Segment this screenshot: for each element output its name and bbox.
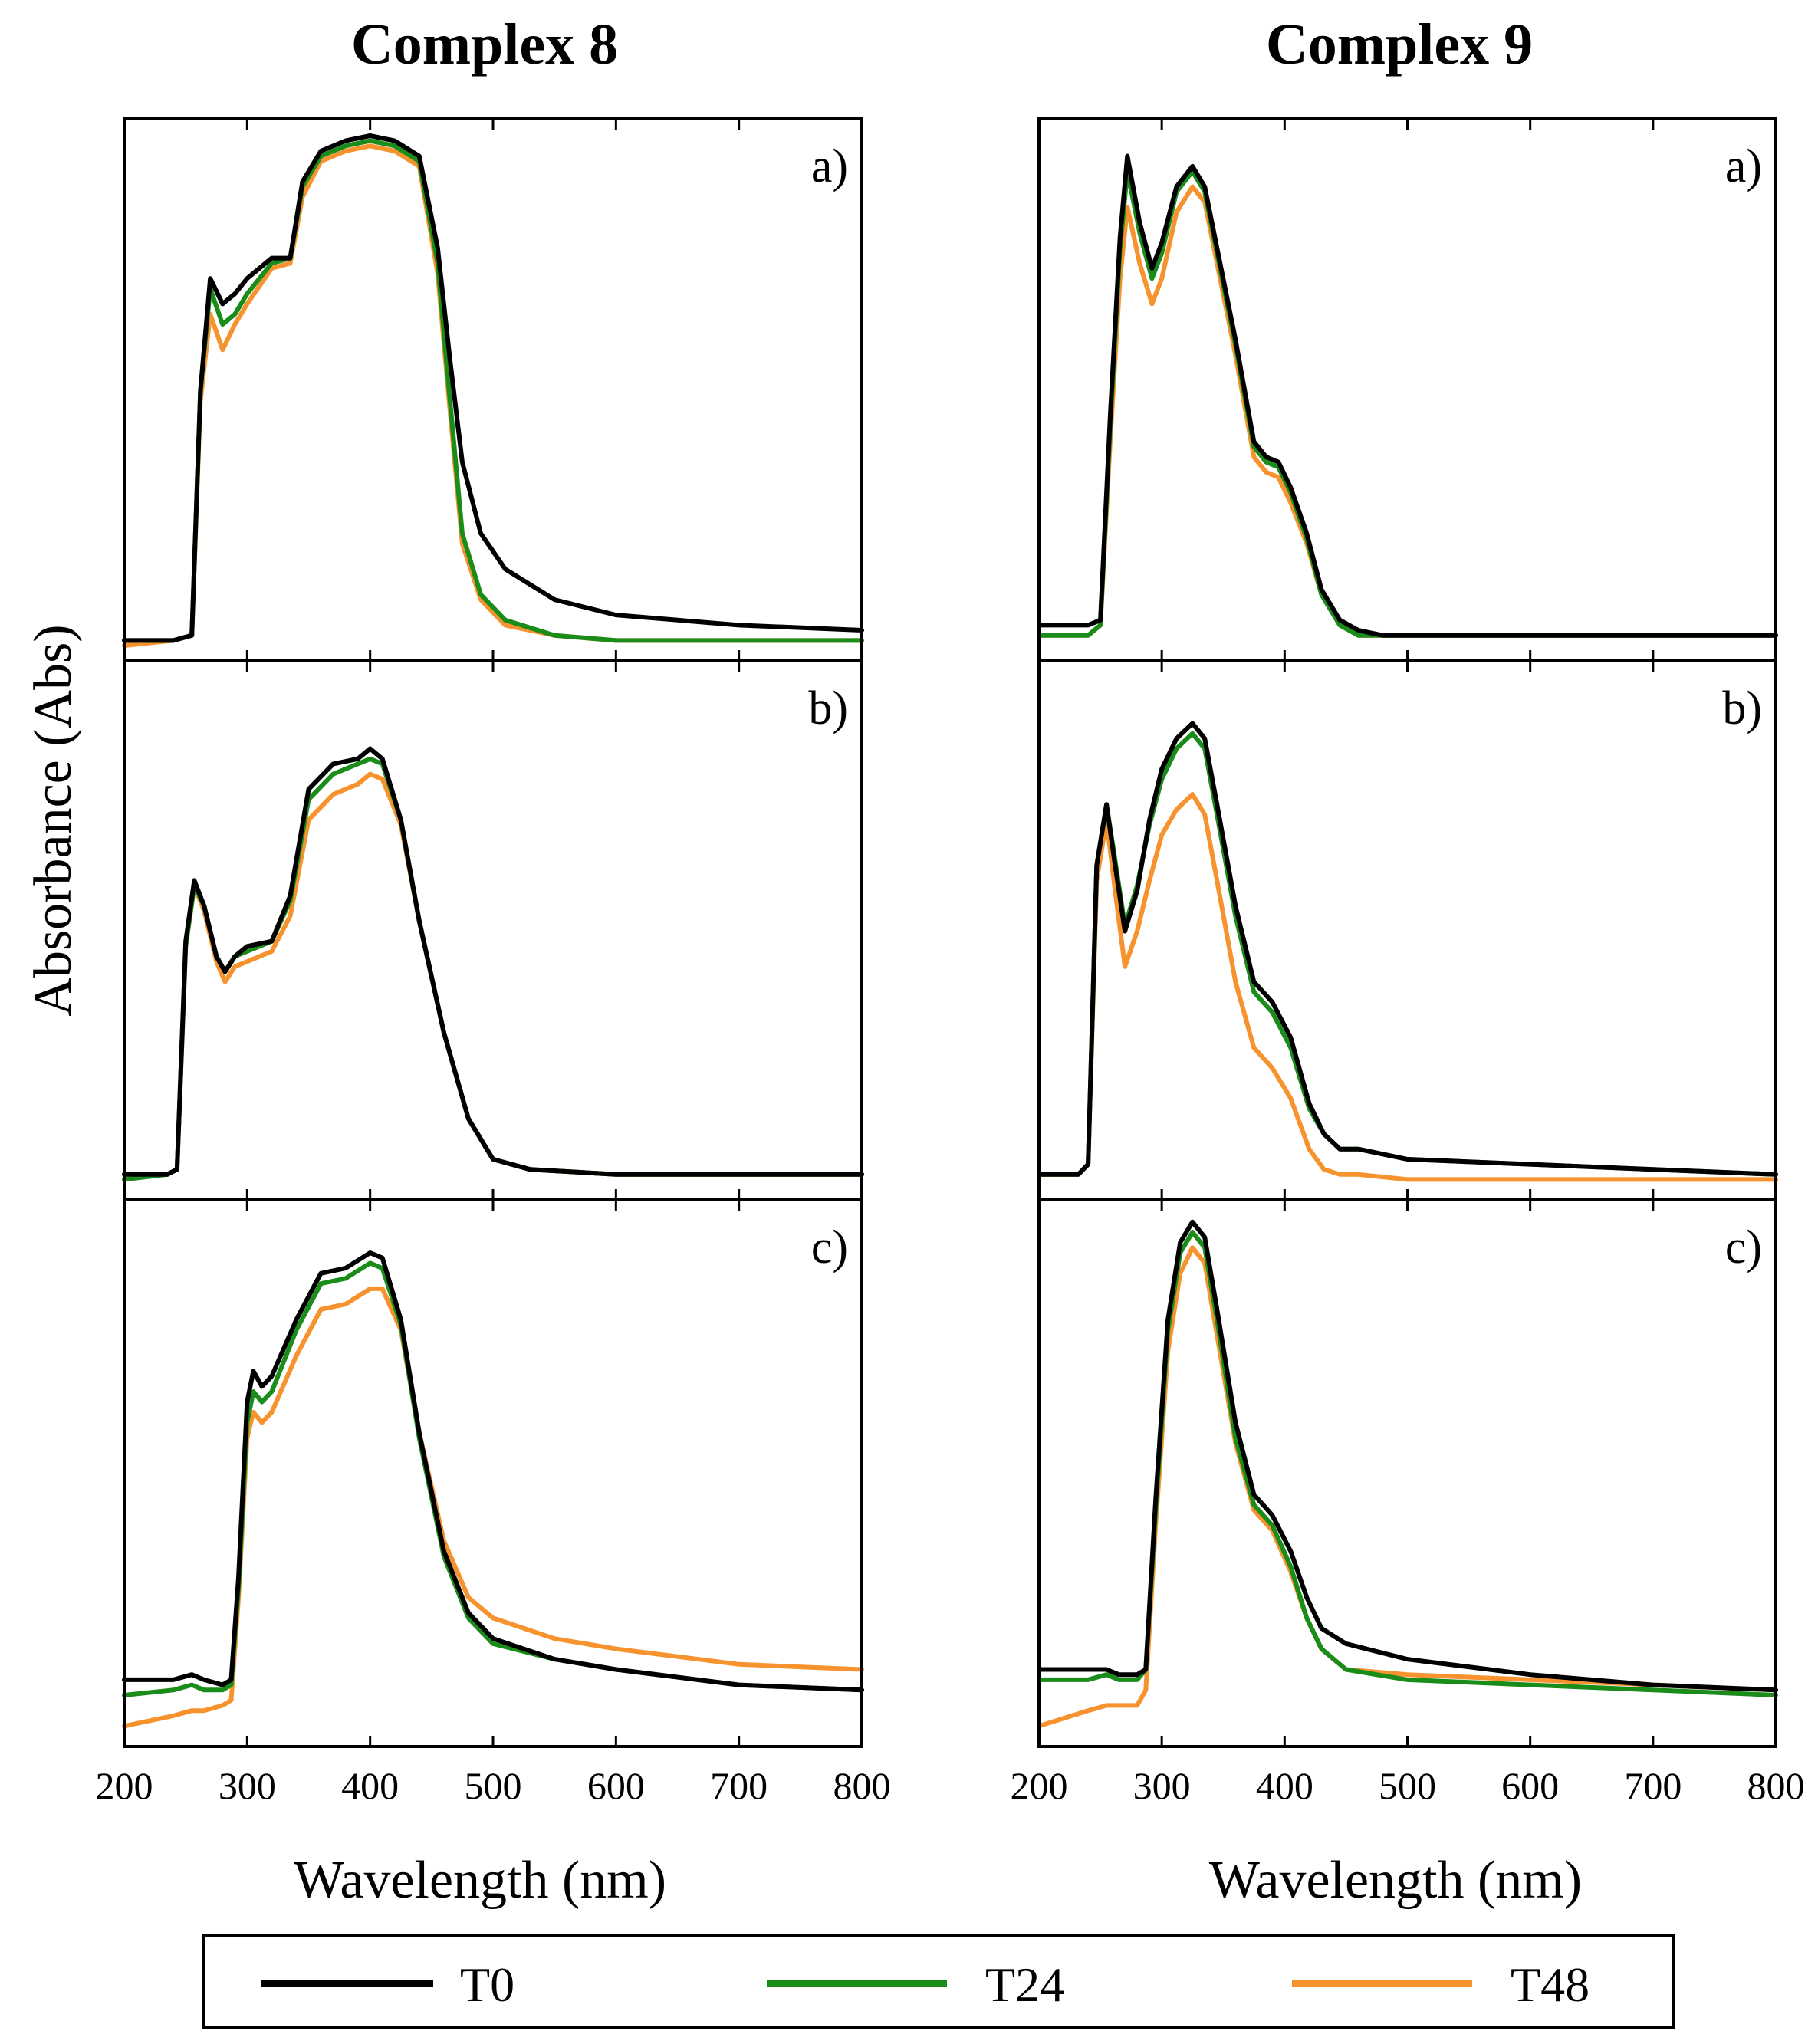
x-tick-label-200-complex-8-c: 200 [96,1764,153,1807]
x-tick-label-700-complex-8-c: 700 [710,1764,768,1807]
y-axis-title: Absorbance (Abs) [24,624,83,1016]
panels: a) b) 200 300 400 500 600 700 800 c) a) b) 200 300 400… [96,117,1805,1807]
legend-label-t48: T48 [1511,1957,1590,2012]
panel-label-complex-8-a: a) [811,140,848,192]
series-line-t24-complex-9-b [1037,731,1778,1177]
series-line-t0-complex-8-c [122,1250,864,1693]
legend-label-t24: T24 [985,1957,1064,2012]
series-line-t0-complex-8-b [122,746,864,1177]
x-tick-label-600-complex-8-c: 600 [587,1764,645,1807]
x-tick-label-600-complex-9-c: 600 [1501,1764,1559,1807]
series-line-t48-complex-9-b [1037,792,1778,1182]
legend: T0 T24 T48 [202,1934,1675,2029]
panel-complex-8-c: 200 300 400 500 600 700 800 c) [96,1198,891,1807]
panel-label-complex-9-a: a) [1725,140,1762,192]
panel-label-complex-9-c: c) [1725,1221,1762,1273]
series-line-t0-complex-9-b [1037,721,1778,1177]
panel-complex-8-b: b) [122,659,864,1201]
panel-label-complex-8-b: b) [808,682,848,734]
panel-label-complex-9-b: b) [1722,682,1762,734]
column-title-complex-9: Complex 9 [1266,12,1533,77]
plot-frame-complex-8-a [123,117,863,662]
x-tick-label-300-complex-8-c: 300 [219,1764,276,1807]
series-line-t24-complex-9-a [1037,169,1778,638]
x-tick-label-500-complex-8-c: 500 [465,1764,522,1807]
series-line-t24-complex-8-c [122,1260,864,1697]
x-tick-label-800-complex-8-c: 800 [833,1764,891,1807]
series-line-t0-complex-8-a [122,133,864,643]
panel-complex-9-c: 200 300 400 500 600 700 800 c) [1011,1198,1805,1807]
series-line-t24-complex-8-a [122,138,864,643]
plot-frame-complex-8-b [123,659,863,1201]
series-line-t0-complex-9-a [1037,153,1778,638]
x-tick-label-500-complex-9-c: 500 [1379,1764,1436,1807]
column-title-complex-8: Complex 8 [351,12,618,77]
series-line-t48-complex-8-a [122,143,864,648]
x-tick-label-700-complex-9-c: 700 [1624,1764,1682,1807]
plot-frame-complex-9-b [1037,659,1777,1201]
x-axis-title-complex-9: Wavelength (nm) [1209,1851,1582,1910]
x-tick-label-200-complex-9-c: 200 [1011,1764,1068,1807]
x-tick-label-300-complex-9-c: 300 [1133,1764,1191,1807]
panel-label-complex-8-c: c) [811,1221,848,1273]
series-line-t48-complex-8-b [122,771,864,1177]
x-tick-label-400-complex-8-c: 400 [341,1764,399,1807]
panel-complex-9-a: a) [1037,117,1778,662]
plot-frame-complex-9-a [1037,117,1777,662]
x-tick-label-400-complex-9-c: 400 [1256,1764,1313,1807]
series-line-t0-complex-9-c [1037,1219,1778,1693]
legend-label-t0: T0 [460,1957,514,2012]
x-tick-label-800-complex-9-c: 800 [1747,1764,1805,1807]
panel-complex-8-a: a) [122,117,864,662]
x-axis-title-complex-8: Wavelength (nm) [294,1851,666,1910]
panel-complex-9-b: b) [1037,659,1778,1201]
series-line-t48-complex-8-c [122,1286,864,1729]
series-line-t48-complex-9-c [1037,1245,1778,1729]
